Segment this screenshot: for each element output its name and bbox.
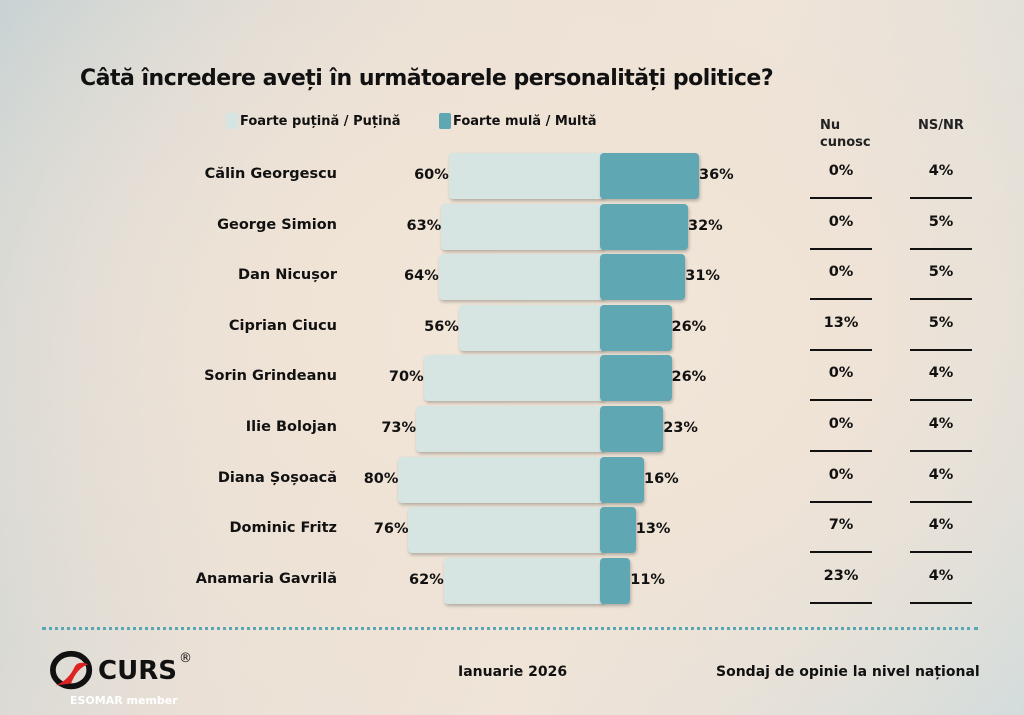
bar-low bbox=[441, 203, 604, 250]
data-label-low: 80% bbox=[363, 470, 399, 487]
data-label-high: 32% bbox=[688, 217, 723, 234]
curs-logo: CURS ® ESOMAR member bbox=[50, 650, 220, 712]
cell-underline bbox=[910, 197, 972, 199]
bar-high bbox=[600, 406, 664, 452]
table-cell: 0% bbox=[828, 365, 854, 382]
table-cell: 4% bbox=[928, 416, 954, 432]
category-label: George Simion bbox=[217, 216, 337, 233]
cell-underline bbox=[810, 399, 872, 402]
table-cell: 5% bbox=[928, 213, 954, 230]
legend-swatch bbox=[226, 113, 238, 129]
data-label-high: 26% bbox=[671, 318, 707, 335]
bar-high bbox=[600, 254, 686, 301]
legend-swatch bbox=[439, 113, 451, 129]
logo-text: CURS bbox=[98, 656, 177, 686]
cell-underline bbox=[810, 348, 872, 351]
cell-underline bbox=[810, 197, 872, 199]
bar-high bbox=[600, 507, 636, 554]
category-label: Anamaria Gavrilă bbox=[195, 570, 337, 587]
data-label-low: 73% bbox=[381, 420, 417, 436]
chart-title: Câtă încredere aveți în următoarele pers… bbox=[80, 66, 774, 91]
bar-high bbox=[600, 203, 688, 250]
footer-date: Ianuarie 2026 bbox=[458, 664, 568, 680]
cell-underline bbox=[910, 601, 972, 604]
legend-label: Foarte mulă / Multă bbox=[453, 113, 597, 129]
table-cell: 13% bbox=[823, 314, 859, 331]
legend-item-low: Foarte puțină / Puțină bbox=[226, 113, 401, 129]
cell-underline bbox=[810, 601, 872, 604]
data-label-low: 63% bbox=[406, 217, 442, 234]
curs-logo-icon bbox=[50, 650, 93, 690]
table-cell: 7% bbox=[828, 517, 854, 534]
data-label-high: 11% bbox=[630, 571, 665, 588]
data-label-high: 13% bbox=[635, 521, 671, 538]
table-cell: 4% bbox=[928, 466, 954, 483]
table-cell: 4% bbox=[928, 517, 954, 534]
column-header-ns-nr: NS/NR bbox=[918, 118, 964, 133]
registered-mark: ® bbox=[178, 651, 192, 666]
category-label: Dan Nicușor bbox=[238, 267, 337, 284]
category-label: Ilie Bolojan bbox=[245, 419, 337, 435]
cell-underline bbox=[910, 551, 972, 554]
data-label-high: 36% bbox=[699, 167, 734, 183]
cell-underline bbox=[810, 298, 872, 301]
table-cell: 0% bbox=[828, 264, 854, 281]
bar-low bbox=[438, 254, 604, 301]
bar-low bbox=[423, 355, 604, 402]
table-cell: 0% bbox=[828, 466, 854, 483]
bar-high bbox=[600, 355, 672, 402]
data-label-high: 16% bbox=[644, 470, 679, 487]
data-label-high: 31% bbox=[685, 268, 720, 285]
data-label-low: 62% bbox=[409, 571, 444, 588]
category-label: Călin Georgescu bbox=[204, 166, 337, 182]
bar-low bbox=[458, 304, 604, 351]
cell-underline bbox=[910, 399, 972, 402]
divider bbox=[42, 627, 978, 630]
category-label: Sorin Grindeanu bbox=[204, 368, 337, 385]
bar-low bbox=[448, 153, 604, 199]
bar-low bbox=[416, 406, 604, 452]
bar-high bbox=[600, 557, 631, 604]
cell-underline bbox=[810, 551, 872, 554]
cell-underline bbox=[810, 450, 872, 452]
data-label-high: 23% bbox=[663, 420, 698, 436]
bar-high bbox=[600, 304, 672, 351]
cell-underline bbox=[910, 247, 972, 250]
column-header-nu-cunosc: Nu cunosc bbox=[820, 118, 871, 150]
legend-label: Foarte puțină / Puțină bbox=[240, 113, 401, 129]
table-cell: 0% bbox=[828, 213, 854, 230]
bar-low bbox=[408, 507, 604, 554]
bar-low bbox=[443, 557, 604, 604]
cell-underline bbox=[810, 500, 872, 503]
bar-high bbox=[600, 153, 699, 199]
table-cell: 23% bbox=[823, 567, 859, 584]
category-label: Dominic Fritz bbox=[229, 520, 337, 537]
cell-underline bbox=[910, 298, 972, 301]
bar-high bbox=[600, 456, 644, 503]
footer-caption: Sondaj de opinie la nivel național bbox=[716, 664, 980, 680]
category-label: Ciprian Ciucu bbox=[228, 317, 337, 334]
table-cell: 5% bbox=[928, 264, 954, 281]
table-cell: 4% bbox=[928, 567, 954, 584]
data-label-low: 64% bbox=[404, 268, 439, 285]
data-label-low: 70% bbox=[388, 369, 424, 386]
table-cell: 0% bbox=[828, 163, 854, 179]
table-cell: 0% bbox=[828, 416, 854, 432]
table-cell: 4% bbox=[928, 163, 954, 179]
table-cell: 5% bbox=[928, 314, 954, 331]
legend-item-high: Foarte mulă / Multă bbox=[439, 113, 597, 129]
cell-underline bbox=[910, 450, 972, 452]
category-label: Diana Șoșoacă bbox=[217, 469, 337, 486]
logo-subtext: ESOMAR member bbox=[70, 694, 178, 707]
cell-underline bbox=[910, 348, 972, 351]
cell-underline bbox=[810, 247, 872, 250]
data-label-low: 60% bbox=[414, 167, 449, 183]
data-label-high: 26% bbox=[671, 369, 707, 386]
cell-underline bbox=[910, 500, 972, 503]
bar-low bbox=[398, 456, 604, 503]
data-label-low: 56% bbox=[424, 318, 459, 335]
logo-row: CURS ® bbox=[50, 650, 192, 692]
table-cell: 4% bbox=[928, 365, 954, 382]
data-label-low: 76% bbox=[373, 521, 409, 538]
